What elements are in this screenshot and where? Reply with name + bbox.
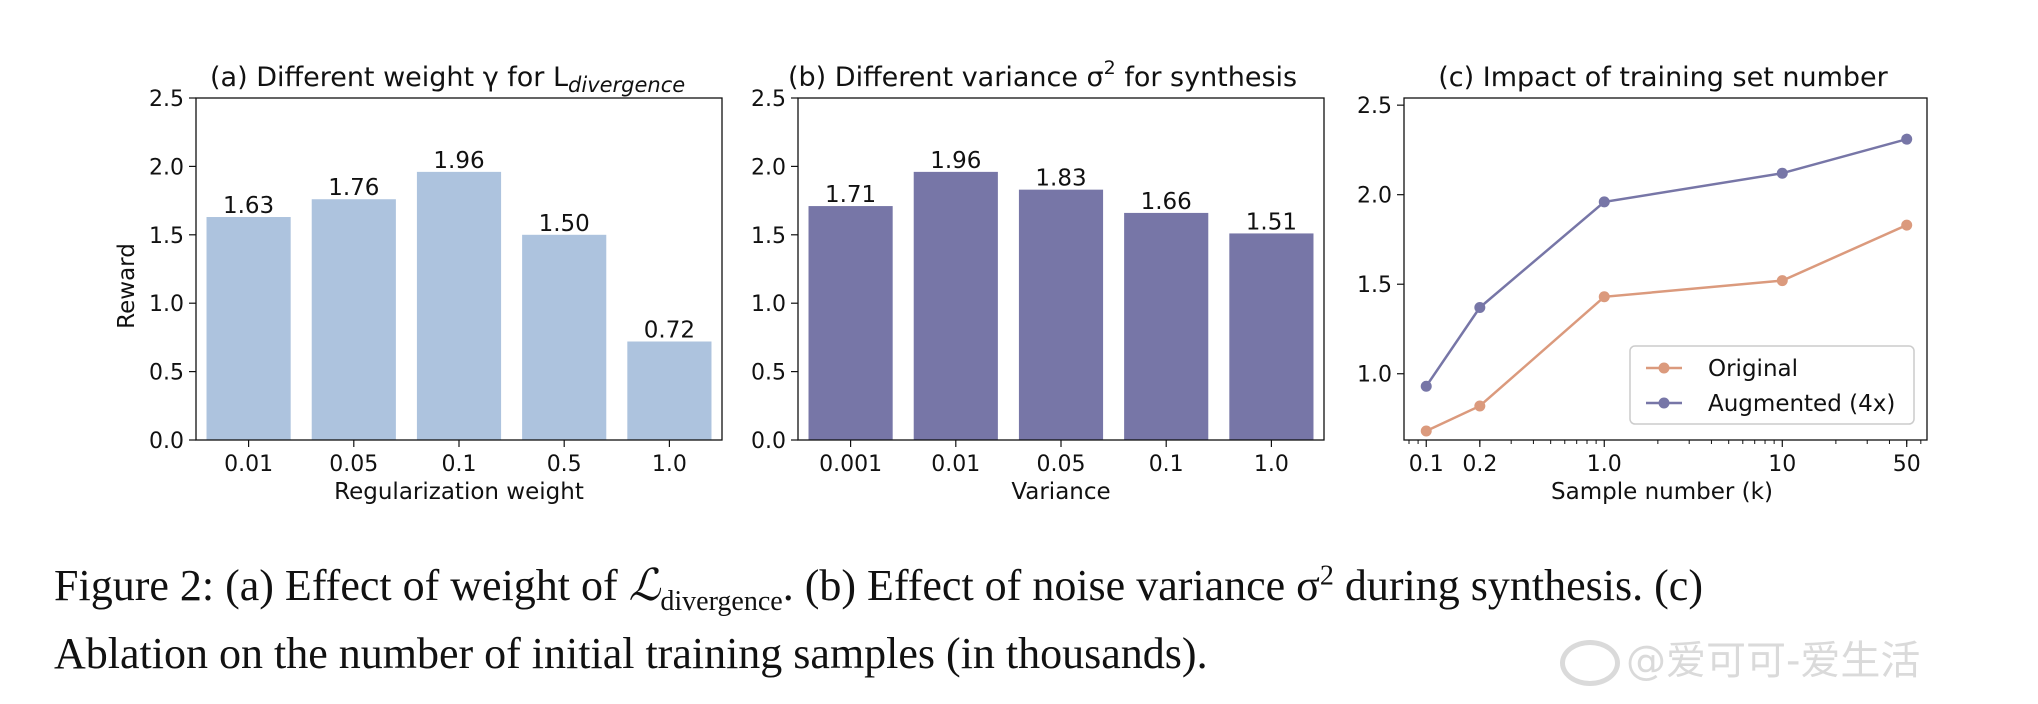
series-point-0 — [1901, 219, 1913, 231]
y-tick-label: 0.5 — [751, 361, 786, 386]
axes-frame — [195, 97, 723, 441]
panel-a-title: (a) Different weight γ for Ldivergence — [210, 62, 685, 97]
bar-value-label: 1.63 — [223, 193, 274, 219]
y-tick-label: 1.5 — [149, 224, 184, 249]
bar-value-label: 1.66 — [1141, 189, 1192, 215]
bar-value-label: 1.50 — [539, 211, 590, 237]
bar — [808, 206, 893, 440]
bar — [1124, 212, 1209, 440]
bar — [1229, 233, 1314, 440]
bar — [1018, 189, 1104, 440]
panel-a-plot: 0.0 0.5 1.0 1.5 2.0 2.5 1.63 0.01 1.76 0.05 1.96 0.… — [149, 87, 723, 477]
bar — [311, 199, 396, 440]
y-tick-label: 2.5 — [751, 87, 786, 112]
x-tick-label: 0.2 — [1462, 452, 1497, 477]
weibo-logo-icon — [1560, 640, 1620, 686]
y-tick-label: 2.0 — [751, 155, 786, 180]
x-tick-label: 0.5 — [547, 452, 582, 477]
caption-line-2: Ablation on the number of initial traini… — [54, 628, 1208, 678]
x-tick-label: 50 — [1893, 452, 1921, 477]
series-point-1 — [1420, 380, 1432, 392]
watermark: @爱可可-爱生活 — [1560, 628, 1920, 686]
x-tick-label: 0.1 — [1149, 452, 1184, 477]
bar-value-label: 1.83 — [1035, 166, 1086, 192]
legend-marker-original — [1658, 362, 1670, 374]
panel-c-xlabel: Sample number (k) — [1551, 479, 1773, 505]
x-tick-label: 0.01 — [931, 452, 980, 477]
legend-marker-augmented — [1658, 397, 1670, 409]
bar — [522, 234, 607, 440]
y-tick-label: 2.0 — [149, 155, 184, 180]
x-tick-label: 0.001 — [819, 452, 882, 477]
series-point-1 — [1901, 133, 1913, 145]
x-tick-label: 1.0 — [1254, 452, 1289, 477]
series-point-0 — [1776, 275, 1788, 287]
series-point-1 — [1474, 301, 1486, 313]
x-tick-label: 1.0 — [1587, 452, 1622, 477]
y-tick-label: 0.0 — [149, 429, 184, 454]
legend-label-original: Original — [1708, 356, 1798, 382]
panel-b-plot: 0.0 0.5 1.0 1.5 2.0 2.5 1.71 0.001 1.96 0.01 1.83 0… — [751, 87, 1325, 477]
figure: (a) Different weight γ for Ldivergence 0… — [114, 57, 1928, 505]
panel-c-title: (c) Impact of training set number — [1438, 62, 1888, 93]
y-tick-label: 1.0 — [149, 292, 184, 317]
bar — [627, 341, 712, 440]
bar-value-label: 0.72 — [644, 318, 695, 344]
series-point-0 — [1474, 400, 1486, 412]
x-tick-label: 0.1 — [1409, 452, 1444, 477]
x-tick-label: 0.05 — [1037, 452, 1086, 477]
panel-a-xlabel: Regularization weight — [334, 479, 584, 505]
bar-value-label: 1.76 — [328, 175, 379, 201]
series-point-0 — [1598, 291, 1610, 303]
y-tick-label: 1.5 — [751, 224, 786, 249]
y-tick-label: 2.5 — [149, 87, 184, 112]
axes-frame — [1403, 97, 1928, 441]
series-point-1 — [1776, 167, 1788, 179]
panel-c-plot: 1.0 1.5 2.0 2.5 0.1 0.2 1.0 10 50 — [1357, 94, 1928, 477]
panel-c: (c) Impact of training set number 1.0 1.5… — [1357, 62, 1928, 505]
y-tick-label: 2.5 — [1357, 94, 1392, 119]
bar-value-label: 1.51 — [1246, 209, 1297, 235]
panel-b-title: (b) Different variance σ2 for synthesis — [788, 57, 1297, 93]
x-tick-label: 1.0 — [652, 452, 687, 477]
panel-b: (b) Different variance σ2 for synthesis … — [751, 57, 1325, 505]
x-tick-label: 0.01 — [224, 452, 273, 477]
y-tick-label: 0.0 — [751, 429, 786, 454]
bar — [206, 217, 291, 440]
bar-value-label: 1.96 — [433, 148, 484, 174]
caption-line-1: Figure 2: (a) Effect of weight of ℒdiver… — [54, 560, 1703, 617]
axes-frame — [797, 97, 1325, 441]
bar-value-label: 1.71 — [825, 182, 876, 208]
y-tick-label: 0.5 — [149, 361, 184, 386]
panel-b-xlabel: Variance — [1011, 479, 1110, 505]
x-tick-label: 10 — [1768, 452, 1796, 477]
legend-box — [1629, 345, 1915, 425]
series-point-0 — [1420, 425, 1432, 437]
y-tick-label: 1.0 — [751, 292, 786, 317]
x-tick-label: 0.1 — [442, 452, 477, 477]
bar — [913, 171, 998, 440]
x-tick-label: 0.05 — [329, 452, 378, 477]
y-tick-label: 2.0 — [1357, 184, 1392, 209]
legend: Original Augmented (4x) — [1629, 345, 1915, 425]
panel-a: (a) Different weight γ for Ldivergence 0… — [114, 62, 723, 505]
bar-value-label: 1.96 — [930, 148, 981, 174]
bar — [416, 171, 502, 440]
y-tick-label: 1.5 — [1357, 273, 1392, 298]
series-point-1 — [1598, 196, 1610, 208]
panel-a-ylabel: Reward — [114, 243, 140, 329]
legend-label-augmented: Augmented (4x) — [1708, 391, 1895, 417]
figure-caption: Figure 2: (a) Effect of weight of ℒdiver… — [54, 560, 2014, 680]
y-tick-label: 1.0 — [1357, 363, 1392, 388]
